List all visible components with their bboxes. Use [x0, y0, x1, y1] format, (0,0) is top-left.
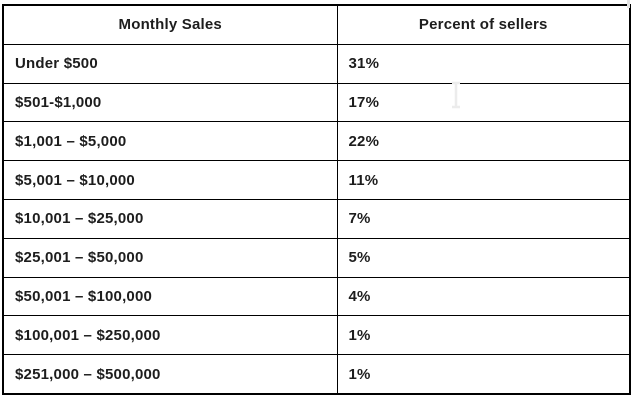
- percent-cell: 17%: [336, 82, 631, 123]
- sales-range-cell: $1,001 – $5,000: [2, 121, 338, 162]
- percent-cell: 4%: [336, 276, 631, 317]
- percent-cell: 31%: [336, 43, 631, 84]
- sales-range-cell: $100,001 – $250,000: [2, 315, 338, 356]
- percent-cell: 5%: [336, 237, 631, 278]
- sales-range-cell: $50,001 – $100,000: [2, 276, 338, 317]
- percent-cell: 11%: [336, 160, 631, 200]
- sales-range-cell: $10,001 – $25,000: [2, 198, 338, 239]
- table-row: $25,001 – $50,000 5%: [2, 237, 631, 278]
- table-row: $10,001 – $25,000 7%: [2, 198, 631, 239]
- column-header-monthly-sales: Monthly Sales: [2, 4, 338, 45]
- percent-cell: 1%: [336, 315, 631, 356]
- table-body: Under $500 31% $501-$1,000 17% $1,001 – …: [2, 43, 631, 395]
- sales-range-cell: $5,001 – $10,000: [2, 160, 338, 200]
- table-row: $251,000 – $500,000 1%: [2, 354, 631, 395]
- table-row: $50,001 – $100,000 4%: [2, 276, 631, 317]
- table-row: $501-$1,000 17%: [2, 82, 631, 123]
- percent-cell: 22%: [336, 121, 631, 162]
- sales-range-cell: $251,000 – $500,000: [2, 354, 338, 395]
- table-row: $5,001 – $10,000 11%: [2, 160, 631, 200]
- sales-range-cell: $501-$1,000: [2, 82, 338, 123]
- table-row: $1,001 – $5,000 22%: [2, 121, 631, 162]
- sales-range-cell: $25,001 – $50,000: [2, 237, 338, 278]
- header-row: Monthly Sales Percent of sellers: [2, 4, 631, 45]
- table-row: Under $500 31%: [2, 43, 631, 84]
- sales-range-cell: Under $500: [2, 43, 338, 84]
- monthly-sales-table: Monthly Sales Percent of sellers Under $…: [2, 4, 631, 395]
- table-row: $100,001 – $250,000 1%: [2, 315, 631, 356]
- column-header-percent-of-sellers: Percent of sellers: [336, 4, 631, 45]
- percent-cell: 7%: [336, 198, 631, 239]
- percent-cell: 1%: [336, 354, 631, 395]
